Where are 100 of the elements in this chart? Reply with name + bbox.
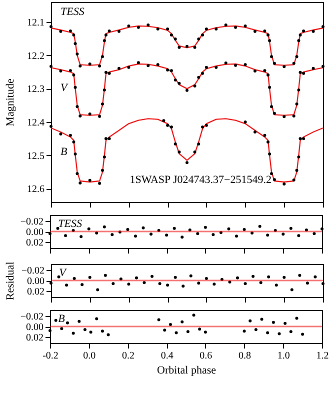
point	[78, 114, 82, 118]
point	[272, 320, 275, 324]
point	[54, 318, 58, 322]
y-tick-label: 12.2	[27, 50, 44, 62]
point	[127, 66, 130, 69]
annotation: 1SWASP J024743.37−251549.2	[130, 174, 272, 186]
point	[252, 274, 255, 278]
point	[242, 228, 246, 231]
point	[214, 66, 218, 69]
point	[68, 69, 72, 72]
point	[174, 38, 177, 40]
point	[186, 161, 188, 164]
y-axis-title: Magnitude	[4, 78, 16, 126]
annotation: V	[60, 82, 69, 94]
point	[197, 142, 200, 146]
point	[166, 28, 170, 30]
point	[170, 34, 173, 36]
x-tick-label: 0.8	[238, 350, 252, 362]
point	[59, 132, 62, 136]
point	[204, 66, 208, 69]
point	[235, 234, 238, 238]
point	[102, 225, 106, 228]
x-tick-label: 0.0	[83, 350, 96, 362]
point	[162, 119, 166, 122]
point	[322, 25, 324, 28]
point	[78, 320, 81, 323]
point	[295, 102, 298, 106]
point	[298, 137, 302, 140]
point	[64, 234, 68, 238]
point	[312, 66, 315, 70]
point	[263, 30, 266, 32]
y-tick-label: −0.02	[20, 312, 44, 323]
point	[266, 34, 270, 36]
point	[50, 64, 52, 68]
point	[322, 282, 324, 286]
point	[219, 231, 222, 234]
point	[266, 331, 270, 334]
y-tick-label: 0.02	[27, 286, 44, 298]
point	[292, 62, 296, 65]
point	[108, 30, 111, 32]
point	[170, 126, 173, 128]
point	[174, 331, 178, 334]
point	[270, 172, 274, 176]
point	[106, 333, 110, 336]
point	[56, 226, 60, 230]
point	[76, 172, 79, 176]
point	[272, 112, 276, 115]
point	[74, 152, 77, 156]
y-tick-label: −0.02	[21, 266, 44, 277]
point	[250, 232, 254, 235]
point	[88, 276, 92, 279]
point	[166, 124, 170, 127]
point	[244, 63, 247, 66]
point	[100, 102, 104, 106]
point	[204, 330, 207, 334]
point	[88, 112, 92, 116]
y-tick-label: 12.5	[27, 150, 44, 162]
point	[119, 277, 122, 280]
point	[136, 61, 140, 64]
point	[48, 329, 52, 332]
point	[298, 70, 302, 74]
point	[312, 232, 316, 236]
point	[142, 226, 145, 230]
point	[322, 64, 324, 68]
point	[102, 39, 106, 42]
point	[254, 130, 256, 134]
point	[198, 328, 202, 331]
point	[76, 52, 79, 56]
point	[248, 319, 252, 322]
point	[112, 282, 115, 286]
point	[89, 330, 92, 334]
point	[298, 274, 302, 277]
point	[118, 66, 120, 70]
point	[78, 182, 82, 184]
point	[88, 62, 92, 66]
y-tick-label: 0.00	[26, 227, 44, 238]
point	[234, 26, 238, 29]
point	[118, 230, 122, 234]
point	[83, 328, 86, 332]
point	[270, 105, 274, 108]
point	[197, 76, 200, 79]
point	[220, 278, 224, 281]
point	[102, 156, 106, 158]
point	[282, 115, 286, 118]
point	[127, 24, 130, 28]
point	[74, 86, 77, 89]
point	[166, 284, 170, 287]
point	[244, 24, 247, 28]
point	[65, 284, 68, 287]
point	[193, 150, 196, 154]
point	[178, 82, 181, 85]
point	[134, 234, 137, 238]
point	[292, 114, 296, 118]
point	[98, 114, 102, 118]
point	[270, 55, 274, 58]
x-tick-label: 1.0	[277, 350, 290, 362]
point	[74, 42, 77, 46]
point	[272, 62, 276, 65]
point	[104, 70, 108, 74]
point	[274, 228, 277, 232]
